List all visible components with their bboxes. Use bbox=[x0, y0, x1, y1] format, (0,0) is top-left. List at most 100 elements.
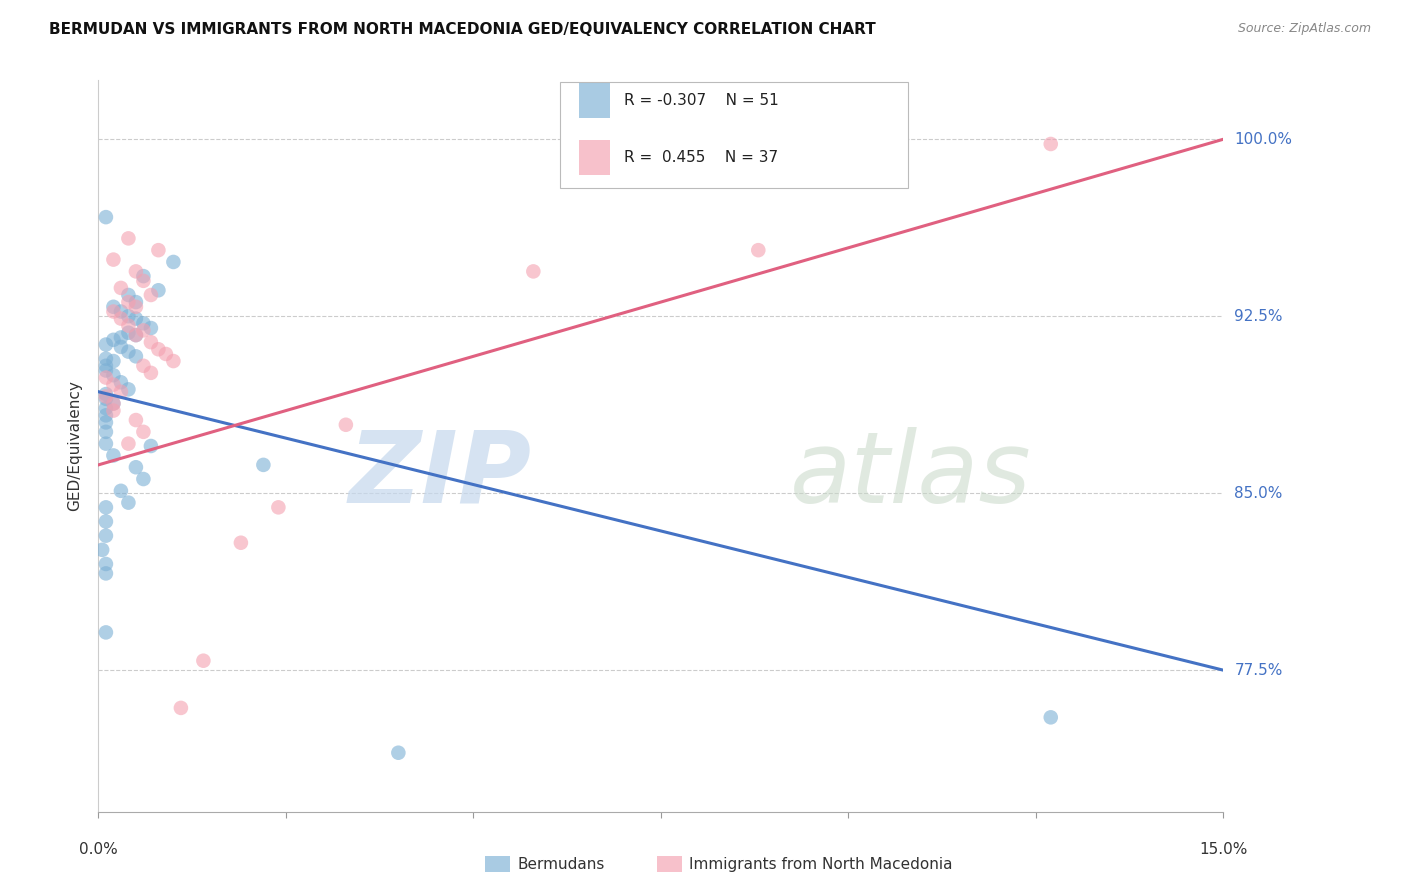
Point bbox=[103, 300, 125, 314]
Point bbox=[747, 243, 769, 257]
Point bbox=[125, 413, 148, 427]
Point bbox=[117, 288, 139, 302]
Point bbox=[1039, 710, 1062, 724]
Point bbox=[125, 328, 148, 343]
Point bbox=[94, 529, 117, 543]
Text: R =  0.455    N = 37: R = 0.455 N = 37 bbox=[624, 151, 778, 165]
Point bbox=[117, 231, 139, 245]
Point bbox=[94, 557, 117, 571]
Point bbox=[110, 330, 132, 344]
Point bbox=[132, 316, 155, 330]
Point bbox=[148, 283, 170, 297]
Point bbox=[132, 472, 155, 486]
Point bbox=[132, 323, 155, 337]
Point bbox=[94, 409, 117, 423]
Point bbox=[125, 311, 148, 326]
Point bbox=[110, 281, 132, 295]
Point bbox=[125, 300, 148, 314]
Point bbox=[103, 396, 125, 410]
Point bbox=[162, 354, 184, 368]
Bar bbox=[579, 83, 610, 119]
Point bbox=[125, 295, 148, 310]
Point bbox=[94, 515, 117, 529]
Y-axis label: GED/Equivalency: GED/Equivalency bbox=[67, 381, 83, 511]
Point bbox=[139, 288, 162, 302]
Point bbox=[132, 359, 155, 373]
Point bbox=[117, 310, 139, 324]
Point bbox=[162, 255, 184, 269]
Point bbox=[125, 328, 148, 343]
Point bbox=[117, 383, 139, 397]
Point bbox=[94, 363, 117, 377]
Point bbox=[103, 377, 125, 392]
Point bbox=[148, 343, 170, 357]
Point bbox=[110, 340, 132, 354]
Point bbox=[117, 326, 139, 340]
Text: Source: ZipAtlas.com: Source: ZipAtlas.com bbox=[1237, 22, 1371, 36]
Point bbox=[267, 500, 290, 515]
Point bbox=[94, 359, 117, 373]
Point bbox=[94, 387, 117, 401]
Text: 85.0%: 85.0% bbox=[1234, 485, 1282, 500]
Point bbox=[110, 483, 132, 498]
Point bbox=[229, 535, 252, 549]
Text: 15.0%: 15.0% bbox=[1199, 842, 1247, 857]
Point bbox=[117, 295, 139, 310]
Point bbox=[335, 417, 357, 432]
Point bbox=[103, 368, 125, 383]
FancyBboxPatch shape bbox=[560, 82, 908, 188]
Text: BERMUDAN VS IMMIGRANTS FROM NORTH MACEDONIA GED/EQUIVALENCY CORRELATION CHART: BERMUDAN VS IMMIGRANTS FROM NORTH MACEDO… bbox=[49, 22, 876, 37]
Point bbox=[103, 333, 125, 347]
Point bbox=[117, 318, 139, 333]
Point bbox=[117, 344, 139, 359]
Point bbox=[103, 403, 125, 417]
Point bbox=[94, 210, 117, 224]
Point bbox=[103, 304, 125, 318]
Point bbox=[94, 436, 117, 450]
Point bbox=[110, 304, 132, 318]
Point bbox=[125, 264, 148, 278]
Point bbox=[522, 264, 544, 278]
Text: R = -0.307    N = 51: R = -0.307 N = 51 bbox=[624, 94, 779, 108]
Text: ZIP: ZIP bbox=[349, 426, 531, 524]
Point bbox=[132, 269, 155, 284]
Point bbox=[94, 337, 117, 351]
Point bbox=[170, 701, 193, 715]
Point bbox=[94, 416, 117, 430]
Point bbox=[139, 321, 162, 335]
Point bbox=[193, 654, 215, 668]
Point bbox=[125, 460, 148, 475]
Point bbox=[94, 351, 117, 366]
Point bbox=[94, 425, 117, 439]
Point bbox=[132, 425, 155, 439]
Point bbox=[132, 274, 155, 288]
Point bbox=[94, 370, 117, 384]
Point bbox=[103, 396, 125, 410]
Text: Immigrants from North Macedonia: Immigrants from North Macedonia bbox=[689, 857, 952, 871]
Point bbox=[94, 401, 117, 416]
Text: 0.0%: 0.0% bbox=[79, 842, 118, 857]
Point bbox=[125, 349, 148, 363]
Text: 77.5%: 77.5% bbox=[1234, 663, 1282, 678]
Point bbox=[110, 384, 132, 399]
Text: atlas: atlas bbox=[790, 426, 1032, 524]
Text: Bermudans: Bermudans bbox=[517, 857, 605, 871]
Point bbox=[117, 495, 139, 509]
Point bbox=[103, 252, 125, 267]
Point bbox=[1039, 136, 1062, 151]
Point bbox=[94, 389, 117, 403]
Point bbox=[148, 243, 170, 257]
Point bbox=[139, 366, 162, 380]
Text: 92.5%: 92.5% bbox=[1234, 309, 1282, 324]
Point bbox=[139, 335, 162, 350]
Point bbox=[110, 376, 132, 390]
Point bbox=[387, 746, 409, 760]
Point bbox=[91, 542, 114, 557]
Point bbox=[252, 458, 274, 472]
Point bbox=[94, 566, 117, 581]
Point bbox=[94, 392, 117, 406]
Point bbox=[103, 354, 125, 368]
Point bbox=[94, 500, 117, 515]
Bar bbox=[579, 140, 610, 176]
Point bbox=[103, 449, 125, 463]
